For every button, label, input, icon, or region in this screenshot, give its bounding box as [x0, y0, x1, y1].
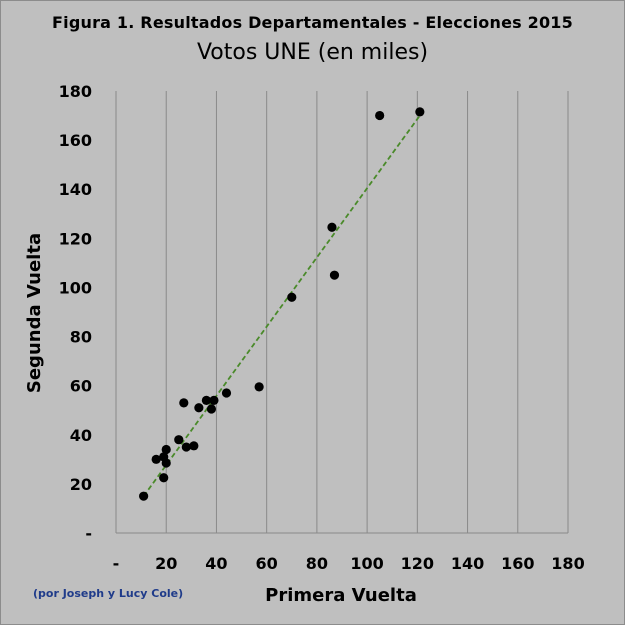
data-point: [161, 444, 171, 455]
data-point: [327, 222, 337, 232]
data-point: [181, 442, 191, 452]
data-point: [287, 292, 297, 302]
data-point: [415, 107, 425, 117]
data-points: [139, 107, 425, 501]
data-point: [139, 491, 149, 501]
x-tick-label: 180: [551, 554, 584, 573]
chart-subtitle: Votos UNE (en miles): [196, 40, 429, 65]
y-tick-label: 180: [59, 82, 92, 101]
data-point: [206, 404, 217, 414]
y-tick-label: -: [85, 524, 92, 543]
y-tick-label: 120: [59, 229, 92, 248]
y-axis-label: Segunda Vuelta: [24, 233, 45, 393]
data-point: [194, 403, 204, 413]
y-tick-label: 100: [59, 278, 92, 297]
x-tick-label: 120: [401, 554, 434, 573]
y-tick-label: 40: [70, 426, 92, 445]
chart-title: Figura 1. Resultados Departamentales - E…: [52, 13, 573, 32]
y-tick-label: 140: [59, 180, 92, 199]
data-point: [161, 458, 171, 468]
data-point: [221, 388, 232, 398]
trendline: [142, 115, 421, 497]
axes: [115, 91, 568, 534]
data-point: [151, 454, 161, 464]
y-tick-labels: - 20 40 60 80 100 120 140 160 180: [59, 82, 92, 543]
x-tick-labels: - 20 40 60 80 100 120 140 160 180: [113, 554, 585, 573]
trendline-group: [142, 115, 421, 497]
data-point: [375, 110, 385, 121]
y-tick-label: 160: [59, 131, 92, 150]
data-point: [159, 473, 169, 483]
gridlines: [165, 91, 569, 533]
data-point: [209, 395, 219, 405]
credit-note: (por Joseph y Lucy Cole): [33, 587, 184, 600]
y-tick-label: 60: [70, 377, 92, 396]
x-tick-label: 100: [350, 554, 383, 573]
data-point: [179, 398, 189, 408]
x-tick-label: 40: [205, 554, 227, 573]
x-axis-label: Primera Vuelta: [265, 585, 417, 606]
data-point: [329, 270, 340, 280]
y-tick-label: 20: [70, 475, 92, 494]
x-tick-label: -: [113, 554, 120, 573]
data-point: [201, 395, 211, 405]
x-tick-label: 160: [501, 554, 534, 573]
data-point: [254, 382, 264, 392]
x-tick-label: 20: [155, 554, 177, 573]
x-tick-label: 80: [306, 554, 328, 573]
x-tick-label: 140: [451, 554, 484, 573]
data-point: [174, 435, 184, 445]
x-tick-label: 60: [256, 554, 278, 573]
y-tick-label: 80: [70, 328, 92, 347]
data-point: [189, 441, 199, 451]
